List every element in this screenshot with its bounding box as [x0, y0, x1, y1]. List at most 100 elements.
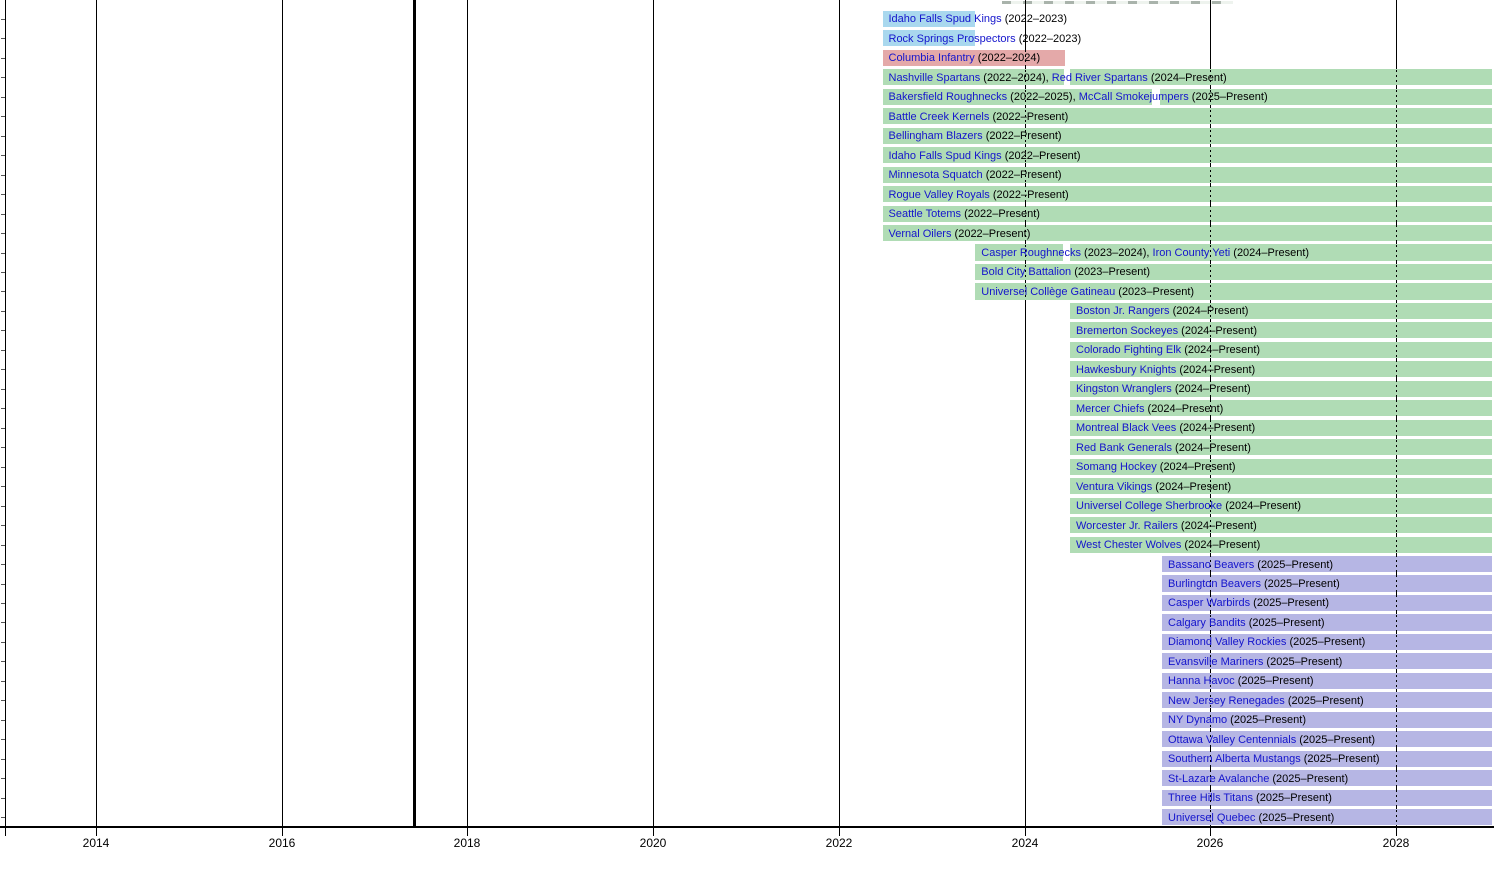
axis-tick-origin: [5, 828, 6, 836]
row-tick: [1, 291, 5, 292]
team-link[interactable]: West Chester Wolves: [1076, 539, 1182, 551]
team-link[interactable]: Vernal Oilers: [888, 227, 952, 240]
team-bar: [1162, 672, 1492, 689]
team-link[interactable]: Colorado Fighting Elk: [1076, 344, 1182, 357]
team-link[interactable]: Southern Alberta Mustangs: [1168, 753, 1301, 766]
team-years: (2025–Present): [1284, 694, 1364, 707]
axis-tick-2020: [653, 828, 654, 836]
team-link[interactable]: Bassano Beavers: [1168, 558, 1255, 571]
team-link[interactable]: Universel College Sherbrooke: [1076, 500, 1223, 513]
timeline-row-label: Red Bank Generals (2024–Present): [1076, 440, 1251, 456]
team-link[interactable]: Bremerton Sockeyes: [1076, 324, 1179, 337]
team-years: (2024–Present): [1172, 441, 1251, 454]
row-tick: [1, 272, 5, 273]
axis-tick-2016: [282, 828, 283, 836]
team-link[interactable]: Ottawa Valley Centennials: [1168, 733, 1297, 746]
row-tick: [1, 642, 5, 643]
team-link[interactable]: Three Hills Titans: [1168, 792, 1253, 805]
timeline-row-label: Casper Warbirds (2025–Present): [1168, 595, 1329, 611]
team-link[interactable]: Ventura Vikings: [1076, 480, 1153, 493]
team-years: (2025–Present): [1260, 577, 1340, 590]
team-bar: [882, 49, 1066, 66]
team-link[interactable]: Seattle Totems: [888, 208, 962, 220]
team-years: (2024–Present): [1181, 539, 1261, 551]
team-link[interactable]: NY Dynamo: [1168, 714, 1228, 727]
row-tick: [1, 486, 5, 487]
row-tick: [1, 720, 5, 721]
team-link[interactable]: Worcester Jr. Railers: [1076, 519, 1178, 532]
team-link[interactable]: Red Bank Generals: [1076, 441, 1172, 454]
team-link[interactable]: Bellingham Blazers: [888, 130, 983, 143]
x-axis-line: [0, 826, 1494, 828]
team-link[interactable]: Montreal Black Vees: [1076, 422, 1177, 435]
team-link[interactable]: Minnesota Squatch: [888, 169, 983, 182]
team-link[interactable]: Calgary Bandits: [1168, 616, 1246, 629]
team-link[interactable]: Iron County Yeti: [1152, 246, 1231, 259]
team-bar: [882, 88, 1152, 105]
team-link[interactable]: Bakersfield Roughnecks: [888, 91, 1008, 104]
team-bar: [1162, 809, 1492, 826]
row-tick: [1, 700, 5, 701]
team-bar: [1070, 244, 1492, 261]
row-tick: [1, 194, 5, 195]
row-tick: [1, 545, 5, 546]
team-link[interactable]: Casper Warbirds: [1168, 597, 1251, 610]
timeline-row-label: Battle Creek Kernels (2022–Present): [889, 109, 1069, 125]
team-link[interactable]: Boston Jr. Rangers: [1076, 305, 1170, 318]
timeline-row-label: Boston Jr. Rangers (2024–Present): [1076, 303, 1248, 319]
team-link[interactable]: McCall Smokejumpers: [1078, 91, 1189, 104]
team-link[interactable]: Evansville Mariners: [1168, 655, 1264, 668]
timeline-row-label: Columbia Infantry (2022–2024): [889, 50, 1041, 66]
year-label-2026: 2026: [1196, 836, 1224, 850]
team-link[interactable]: Hanna Havoc: [1168, 675, 1235, 688]
team-bar: [882, 108, 1492, 125]
team-bar: [1070, 322, 1492, 339]
timeline-row-label: Hanna Havoc (2025–Present): [1168, 673, 1314, 689]
team-link[interactable]: Rock Springs Prospectors: [888, 32, 1016, 45]
team-link[interactable]: Bold City Battalion: [981, 266, 1072, 279]
team-bar: [882, 205, 1492, 222]
team-link[interactable]: Battle Creek Kernels: [888, 110, 990, 123]
team-bar: [1070, 458, 1492, 475]
team-link[interactable]: St-Lazare Avalanche: [1168, 772, 1270, 785]
team-link[interactable]: Idaho Falls Spud Kings: [888, 149, 1002, 162]
team-link[interactable]: Mercer Chiefs: [1076, 402, 1145, 415]
team-link[interactable]: Red River Spartans: [1051, 71, 1148, 84]
row-tick: [1, 525, 5, 526]
team-link[interactable]: Kingston Wranglers: [1076, 383, 1172, 396]
team-link[interactable]: Casper Roughnecks: [981, 246, 1081, 259]
timeline-row-label: Worcester Jr. Railers (2024–Present): [1076, 518, 1257, 534]
row-tick: [1, 428, 5, 429]
team-bar: [1070, 517, 1492, 534]
team-link[interactable]: Rogue Valley Royals: [888, 188, 990, 201]
team-link[interactable]: Universel Quebec: [1168, 811, 1256, 824]
team-link[interactable]: Universel Collège Gatineau: [981, 285, 1116, 298]
team-link[interactable]: Burlington Beavers: [1168, 577, 1261, 590]
row-tick: [1, 759, 5, 760]
row-tick: [1, 311, 5, 312]
grid-line-dashed-2018: [467, 0, 468, 826]
timeline-row-label: Rock Springs Prospectors (2022–2023): [889, 31, 1082, 47]
team-link[interactable]: Columbia Infantry: [888, 52, 975, 65]
team-link[interactable]: Idaho Falls Spud Kings: [888, 13, 1002, 26]
axis-tick-2014: [96, 828, 97, 836]
timeline-row-label: Southern Alberta Mustangs (2025–Present): [1168, 751, 1380, 767]
team-years: (2022–Present): [982, 130, 1062, 143]
timeline-row-label: NY Dynamo (2025–Present): [1168, 712, 1306, 728]
team-link[interactable]: Diamond Valley Rockies: [1168, 636, 1287, 649]
row-tick: [1, 155, 5, 156]
team-years: (2024–Present): [1181, 344, 1261, 357]
team-link[interactable]: New Jersey Renegades: [1168, 694, 1285, 707]
team-bar: [1070, 478, 1492, 495]
team-link[interactable]: Somang Hockey: [1076, 461, 1157, 474]
timeline-row-label: Bremerton Sockeyes (2024–Present): [1076, 323, 1257, 339]
year-label-2018: 2018: [453, 836, 481, 850]
team-bar: [1070, 361, 1492, 378]
grid-line-dashed-2020: [653, 0, 654, 826]
axis-tick-2028: [1396, 828, 1397, 836]
team-link[interactable]: Hawkesbury Knights: [1076, 363, 1177, 376]
row-tick: [1, 369, 5, 370]
team-years: (2025–Present): [1227, 714, 1306, 727]
team-years: (2022–2023): [1001, 13, 1068, 26]
team-link[interactable]: Nashville Spartans: [888, 71, 981, 84]
